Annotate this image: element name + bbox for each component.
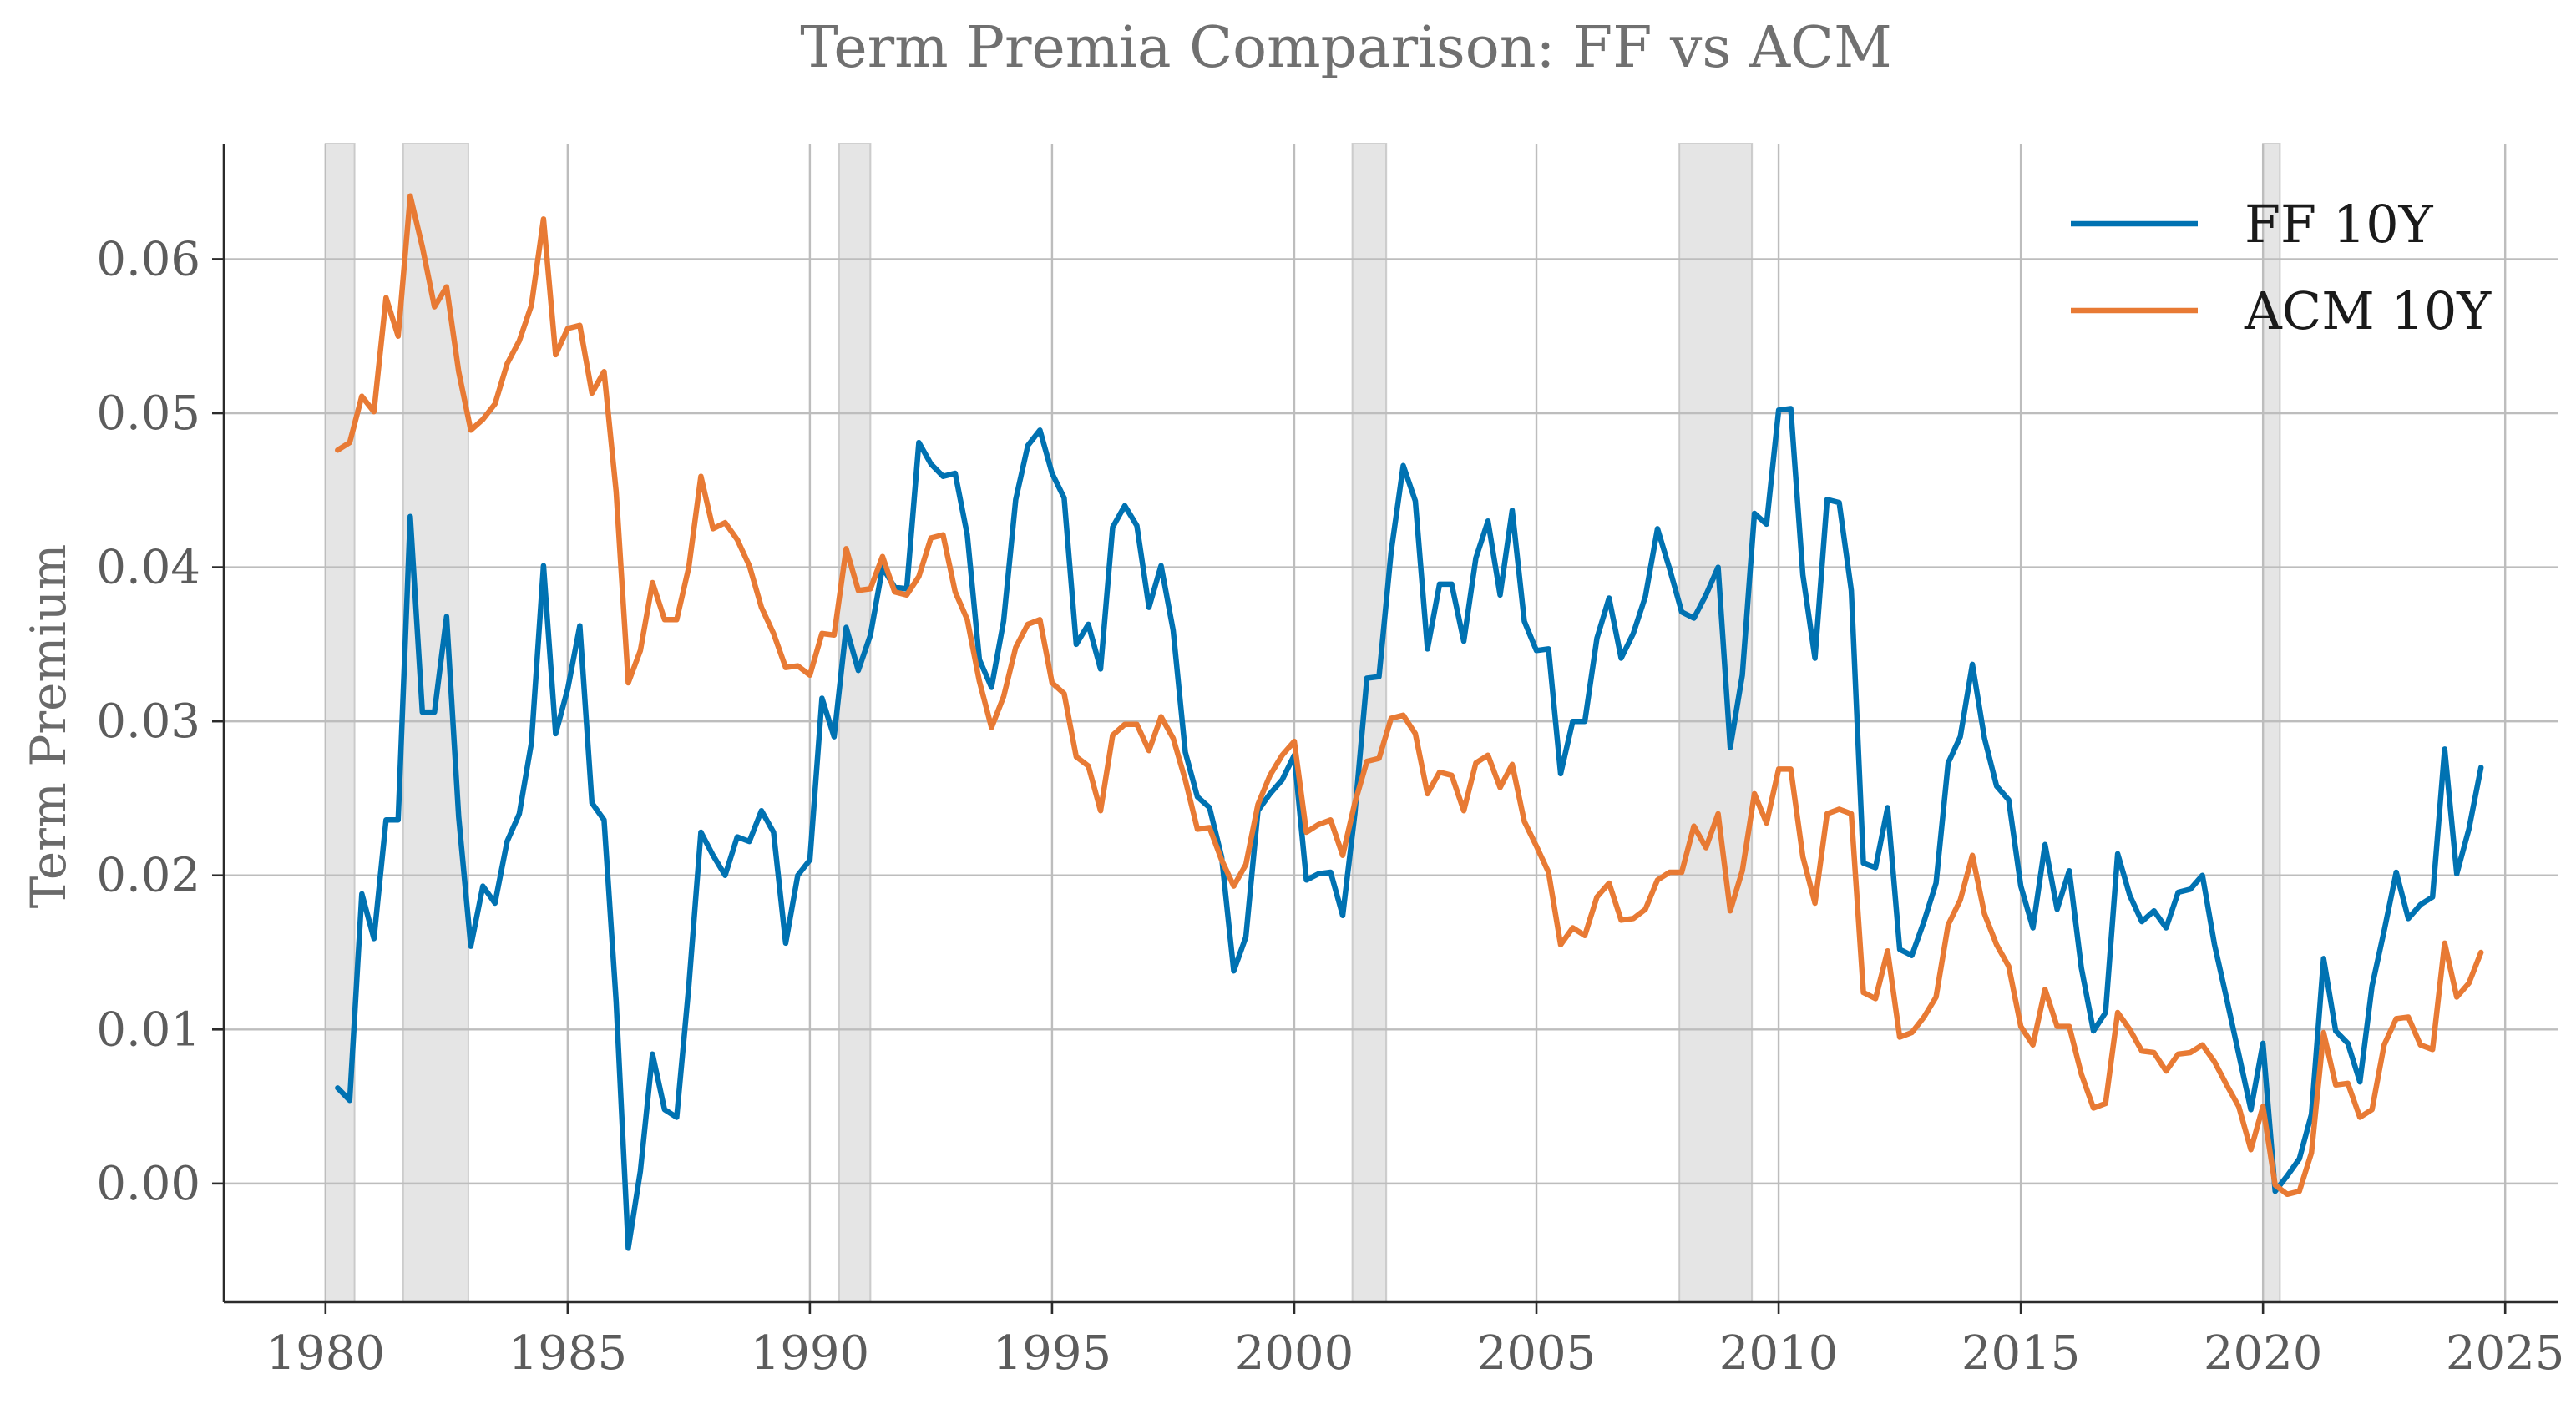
x-tick-label-1985: 1985 bbox=[509, 1326, 628, 1381]
series-layer bbox=[335, 193, 2484, 1251]
y-tick-label-0.05: 0.05 bbox=[96, 386, 200, 441]
recession-band-4 bbox=[1351, 143, 1388, 1303]
legend-label-acm-10y: ACM 10Y bbox=[2244, 280, 2492, 341]
recession-band-2 bbox=[402, 143, 469, 1303]
recession-band-1 bbox=[324, 143, 356, 1303]
recession-band-3 bbox=[838, 143, 872, 1303]
legend-label-ff-10y: FF 10Y bbox=[2245, 194, 2434, 255]
y-tick-label-0.06: 0.06 bbox=[96, 232, 200, 286]
x-tick-label-2025: 2025 bbox=[2446, 1326, 2565, 1381]
y-axis-label: Term Premium bbox=[20, 544, 77, 909]
y-tick-label-0.03: 0.03 bbox=[96, 694, 200, 749]
recession-band-5 bbox=[1678, 143, 1754, 1303]
x-tick-label-1980: 1980 bbox=[266, 1326, 386, 1381]
recession-shading-layer bbox=[324, 143, 2281, 1303]
x-tick-label-2000: 2000 bbox=[1235, 1326, 1354, 1381]
chart-title: Term Premia Comparison: FF vs ACM bbox=[800, 15, 1891, 81]
x-tick-label-2015: 2015 bbox=[1961, 1326, 2081, 1381]
series-line-ff-10y bbox=[335, 406, 2484, 1251]
series-line-acm-10y bbox=[335, 193, 2484, 1198]
x-tick-label-2005: 2005 bbox=[1477, 1326, 1597, 1381]
x-tick-label-1995: 1995 bbox=[993, 1326, 1112, 1381]
x-tick-label-2020: 2020 bbox=[2204, 1326, 2323, 1381]
axes-layer: 1980 1985 1990 1995 2000 2005 2010 2015 2020 2025… bbox=[96, 144, 2564, 1381]
y-tick-label-0.00: 0.00 bbox=[96, 1157, 200, 1211]
legend: FF 10Y ACM 10Y bbox=[2071, 194, 2492, 341]
y-tick-label-0.01: 0.01 bbox=[96, 1002, 200, 1057]
x-tick-label-1990: 1990 bbox=[751, 1326, 870, 1381]
x-tick-label-2010: 2010 bbox=[1719, 1326, 1839, 1381]
y-tick-label-0.04: 0.04 bbox=[96, 541, 200, 595]
y-tick-label-0.02: 0.02 bbox=[96, 849, 200, 903]
